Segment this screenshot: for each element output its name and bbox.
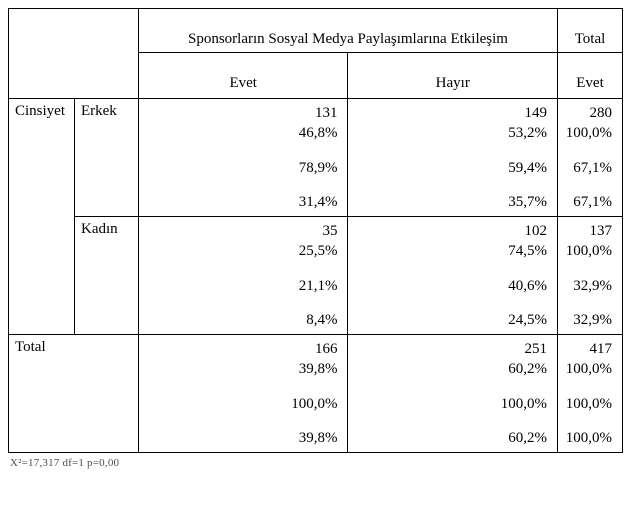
cell-kadin-total: 137 100,0% 32,9% 32,9% [558,217,623,335]
val: 131 [139,99,338,123]
header-total: Total [558,9,623,53]
val: 40,6% [348,262,547,296]
val: 166 [139,335,338,359]
footnote: X²=17,317 df=1 p=0,00 [8,453,623,469]
val: 100,0% [139,380,338,414]
header-col-evet: Evet [138,53,348,99]
val: 67,1% [558,144,612,178]
cell-total-hayir: 251 60,2% 100,0% 60,2% [348,335,558,453]
val: 100,0% [558,380,612,414]
val: 35 [139,217,338,241]
cell-erkek-evet: 131 46,8% 78,9% 31,4% [138,99,348,217]
val: 100,0% [558,359,612,379]
cell-kadin-hayir: 102 74,5% 40,6% 24,5% [348,217,558,335]
stub-erkek: Erkek [74,99,138,217]
val: 39,8% [139,359,338,379]
stub-cinsiyet: Cinsiyet [9,99,75,335]
val: 149 [348,99,547,123]
val: 46,8% [139,123,338,143]
val: 8,4% [139,296,338,334]
val: 102 [348,217,547,241]
cell-total-total: 417 100,0% 100,0% 100,0% [558,335,623,453]
header-col-hayir: Hayır [348,53,558,99]
cell-erkek-hayir: 149 53,2% 59,4% 35,7% [348,99,558,217]
val: 280 [558,99,612,123]
val: 100,0% [558,414,612,452]
val: 32,9% [558,262,612,296]
val: 25,5% [139,241,338,261]
header-blank [9,9,139,99]
crosstab-table: Sponsorların Sosyal Medya Paylaşımlarına… [8,8,623,453]
val: 74,5% [348,241,547,261]
val: 32,9% [558,296,612,334]
val: 78,9% [139,144,338,178]
val: 59,4% [348,144,547,178]
val: 39,8% [139,414,338,452]
val: 100,0% [348,380,547,414]
val: 53,2% [348,123,547,143]
val: 21,1% [139,262,338,296]
cell-erkek-total: 280 100,0% 67,1% 67,1% [558,99,623,217]
val: 60,2% [348,359,547,379]
val: 251 [348,335,547,359]
val: 35,7% [348,178,547,216]
val: 417 [558,335,612,359]
header-total-sub: Evet [558,53,623,99]
val: 60,2% [348,414,547,452]
val: 24,5% [348,296,547,334]
val: 100,0% [558,241,612,261]
cell-kadin-evet: 35 25,5% 21,1% 8,4% [138,217,348,335]
header-main: Sponsorların Sosyal Medya Paylaşımlarına… [138,9,557,53]
val: 100,0% [558,123,612,143]
val: 137 [558,217,612,241]
val: 31,4% [139,178,338,216]
val: 67,1% [558,178,612,216]
stub-kadin: Kadın [74,217,138,335]
stub-total: Total [9,335,139,453]
cell-total-evet: 166 39,8% 100,0% 39,8% [138,335,348,453]
